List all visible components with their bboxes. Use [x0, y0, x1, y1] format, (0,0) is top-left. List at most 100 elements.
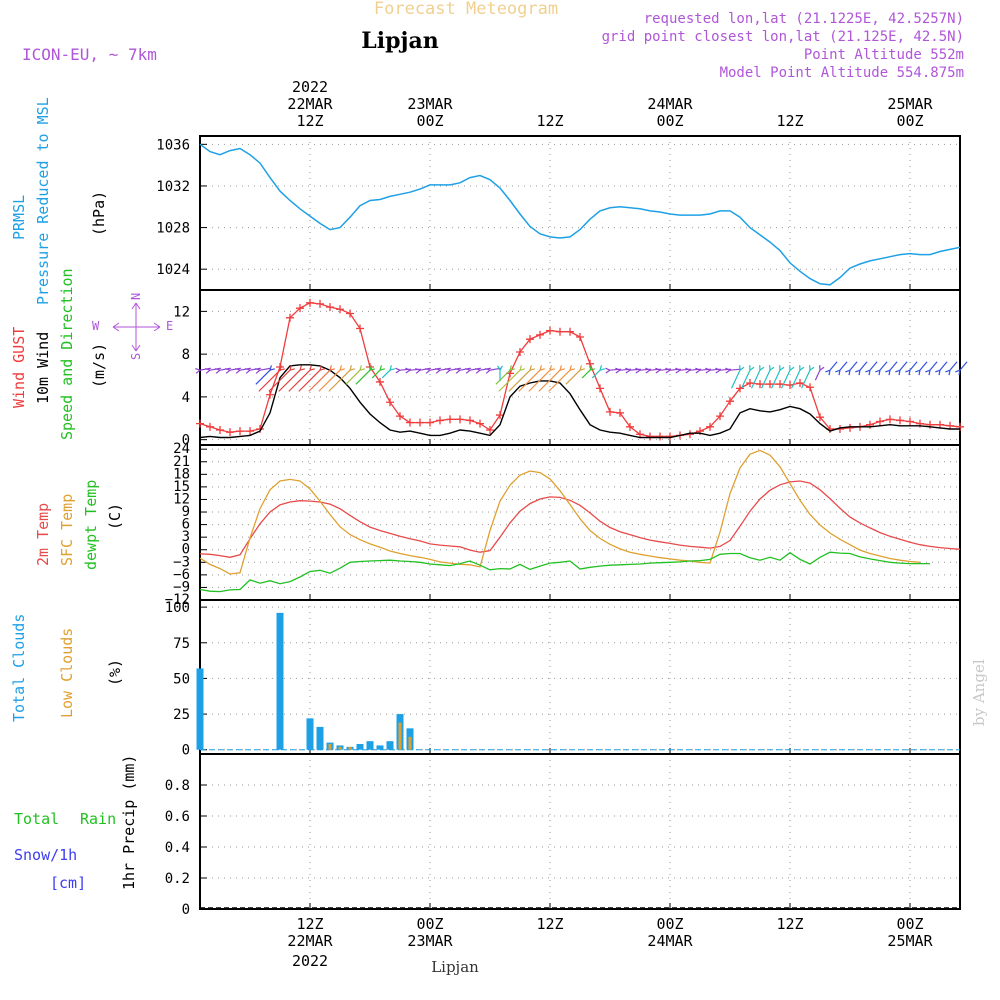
y-tick-label: 24: [173, 441, 190, 457]
barb-head: [599, 368, 605, 371]
barb-head: [918, 370, 921, 376]
barb-head: [309, 365, 312, 371]
barb-head: [705, 367, 711, 371]
barb-head: [195, 368, 201, 371]
gust-marker: [756, 380, 764, 389]
barb-shaft: [355, 369, 371, 385]
barb-head: [809, 366, 815, 371]
wind-barb: [298, 365, 325, 392]
barb-head: [465, 369, 471, 374]
barb-shaft: [729, 368, 742, 371]
y-tick-label: −3: [173, 554, 190, 570]
y-tick-label: 18: [173, 466, 190, 482]
barb-head: [645, 369, 651, 374]
barb-head: [895, 369, 901, 373]
barb-head: [499, 365, 503, 371]
y-tick-label: 15: [173, 479, 190, 495]
barb-head: [225, 369, 231, 374]
compass-letter: S: [129, 353, 143, 360]
barb-head: [509, 365, 512, 371]
barb-head: [319, 368, 325, 371]
barb-head: [329, 365, 332, 371]
gust-marker: [386, 398, 394, 407]
barb-head: [359, 368, 365, 371]
model-label: ICON-EU, ~ 7km: [22, 45, 157, 64]
barb-head: [415, 369, 421, 374]
time-label: 00Z: [656, 112, 683, 130]
barb-head: [579, 365, 582, 371]
gust-marker: [216, 426, 224, 435]
y-tick-label: 0: [182, 743, 190, 759]
time-label: 24MAR: [647, 932, 693, 950]
gust-marker: [726, 397, 734, 406]
wind-barb: [268, 365, 295, 392]
wind-barb: [791, 365, 805, 389]
info-line: requested lon,lat (21.1225E, 42.5257N): [644, 11, 964, 27]
y-tick-label: 21: [173, 454, 190, 470]
gust-marker: [376, 377, 384, 386]
gust-marker: [616, 408, 624, 417]
barb-shaft: [371, 369, 381, 379]
barb-head: [625, 369, 631, 374]
barb-head: [379, 365, 382, 371]
barb-shaft: [259, 367, 271, 371]
gust-marker: [496, 411, 504, 420]
panel-frame: [199, 444, 961, 601]
info-line: Point Altitude 552m: [804, 47, 964, 63]
barb-head: [898, 370, 901, 376]
barb-shaft: [508, 369, 531, 392]
y-tick-label: 100: [165, 600, 190, 616]
gust-marker: [306, 298, 314, 307]
barb-shaft: [859, 361, 868, 371]
barb-head: [888, 370, 891, 376]
barb-head: [395, 369, 401, 374]
time-label: 00Z: [896, 915, 923, 933]
wind-barb: [905, 361, 918, 376]
total-clouds-bar: [386, 741, 394, 750]
gust-marker: [746, 379, 754, 387]
gust-marker: [446, 415, 454, 424]
y-tick-label: 0: [182, 542, 190, 558]
wind-barb: [328, 365, 355, 392]
barb-head: [759, 366, 765, 371]
barb-head: [445, 368, 451, 371]
compass-arrow-ns: [131, 302, 141, 352]
panel-side-labels: PRMSL Pressure Reduced to MSL (hPa) Wind…: [10, 97, 173, 892]
time-label: 25MAR: [887, 95, 933, 113]
barb-shaft: [839, 361, 848, 371]
time-label: 2022: [292, 952, 328, 970]
barb-shaft: [814, 369, 821, 381]
gust-marker: [326, 303, 334, 312]
wind-barb: [528, 365, 555, 392]
barb-head: [339, 365, 342, 371]
gust-marker: [906, 417, 914, 426]
low-clouds-label: Low Clouds: [58, 628, 76, 718]
time-label: 23MAR: [407, 932, 453, 950]
gust-marker: [596, 384, 604, 393]
barb-head: [519, 368, 525, 371]
gust-marker: [566, 327, 574, 336]
barb-head: [749, 366, 755, 371]
compass-letter: N: [129, 293, 143, 300]
barb-head: [435, 368, 441, 371]
point-info: requested lon,lat (21.1225E, 42.5257N) gr…: [602, 11, 964, 81]
gust-marker: [706, 422, 714, 431]
time-label: 00Z: [896, 112, 923, 130]
barb-head: [799, 366, 805, 371]
time-label: 12Z: [776, 915, 803, 933]
barb-head: [868, 370, 871, 376]
location-title: Lipjan: [361, 28, 438, 54]
wind-barb: [875, 361, 888, 376]
barb-head: [858, 370, 861, 376]
y-tick-label: 1024: [156, 262, 190, 278]
y-tick-label: 9: [182, 504, 190, 520]
wind-barb: [255, 365, 275, 385]
barb-head: [828, 370, 831, 376]
low-clouds-bar: [408, 736, 412, 750]
barb-head: [878, 370, 881, 376]
barb-head: [838, 370, 841, 376]
temp-unit-label: (C): [106, 503, 124, 530]
precip-unit-label: 1hr Precip (mm): [120, 755, 138, 890]
chart-title: Forecast Meteogram: [374, 0, 558, 19]
